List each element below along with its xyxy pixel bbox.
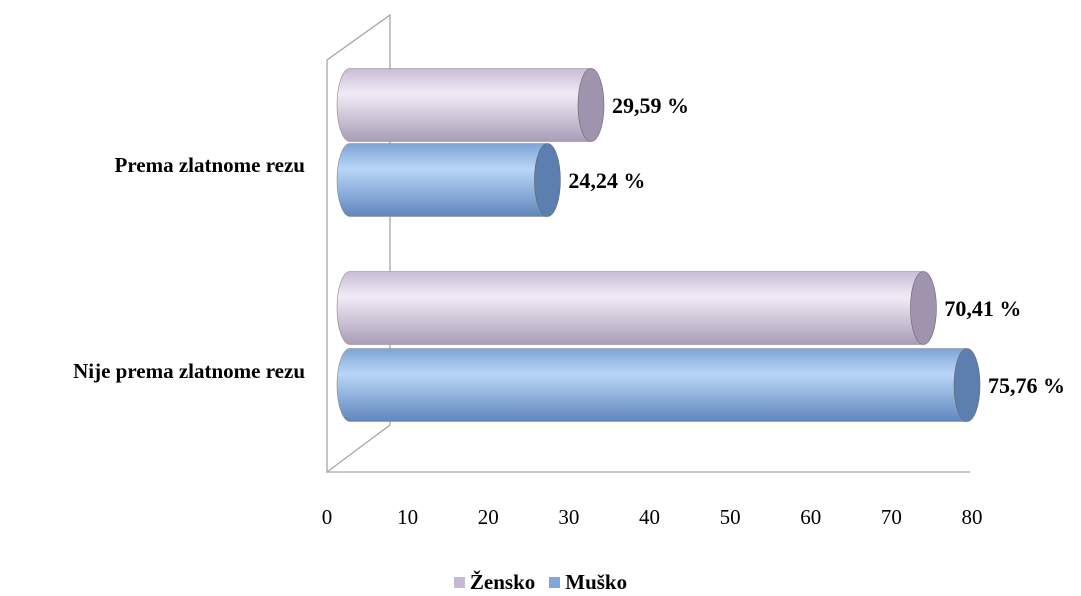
x-tick-label-40: 40 <box>639 505 660 529</box>
value-label-musko-2: 75,76 % <box>988 373 1065 398</box>
value-label-zensko-1: 29,59 % <box>612 93 689 118</box>
x-tick-label-50: 50 <box>720 505 741 529</box>
x-tick-label-0: 0 <box>322 505 333 529</box>
bar-end-zensko-1 <box>577 68 605 142</box>
x-tick-label-30: 30 <box>558 505 579 529</box>
bar-end-musko-1 <box>534 143 561 217</box>
bar-musko-2 <box>336 348 981 422</box>
x-axis-ticks: 0 10 20 30 40 50 60 70 80 <box>322 505 983 529</box>
bar-end-zensko-2 <box>910 271 937 345</box>
value-label-zensko-2: 70,41 % <box>944 296 1021 321</box>
legend-item-zensko: Žensko <box>453 570 536 595</box>
value-labels: 29,59 % 24,24 % 70,41 % 75,76 % <box>568 93 1065 398</box>
legend-swatch-zensko <box>453 577 465 588</box>
legend-swatch-musko <box>549 577 561 588</box>
bar-body-zensko-2 <box>336 271 924 345</box>
legend-item-musko: Muško <box>549 570 627 595</box>
category-label-2: Nije prema zlatnome rezu <box>73 359 305 383</box>
x-tick-label-70: 70 <box>881 505 902 529</box>
x-tick-label-80: 80 <box>962 505 983 529</box>
bars <box>336 68 981 422</box>
bar-body-zensko-1 <box>336 68 592 142</box>
value-label-musko-1: 24,24 % <box>568 168 645 193</box>
bar-musko-1 <box>336 143 561 217</box>
category-labels: Prema zlatnome rezu Nije prema zlatnome r… <box>73 153 305 383</box>
category-label-1: Prema zlatnome rezu <box>115 153 306 177</box>
bar-end-musko-2 <box>953 348 981 422</box>
legend: Žensko Muško <box>0 570 1081 595</box>
bar-body-musko-1 <box>336 143 548 217</box>
x-tick-label-10: 10 <box>397 505 418 529</box>
bar-zensko-2 <box>336 271 937 345</box>
x-tick-label-60: 60 <box>800 505 821 529</box>
x-tick-label-20: 20 <box>478 505 499 529</box>
legend-label-musko: Muško <box>565 570 628 594</box>
bar-body-musko-2 <box>336 348 968 422</box>
bar-zensko-1 <box>336 68 605 142</box>
legend-label-zensko: Žensko <box>469 570 536 594</box>
